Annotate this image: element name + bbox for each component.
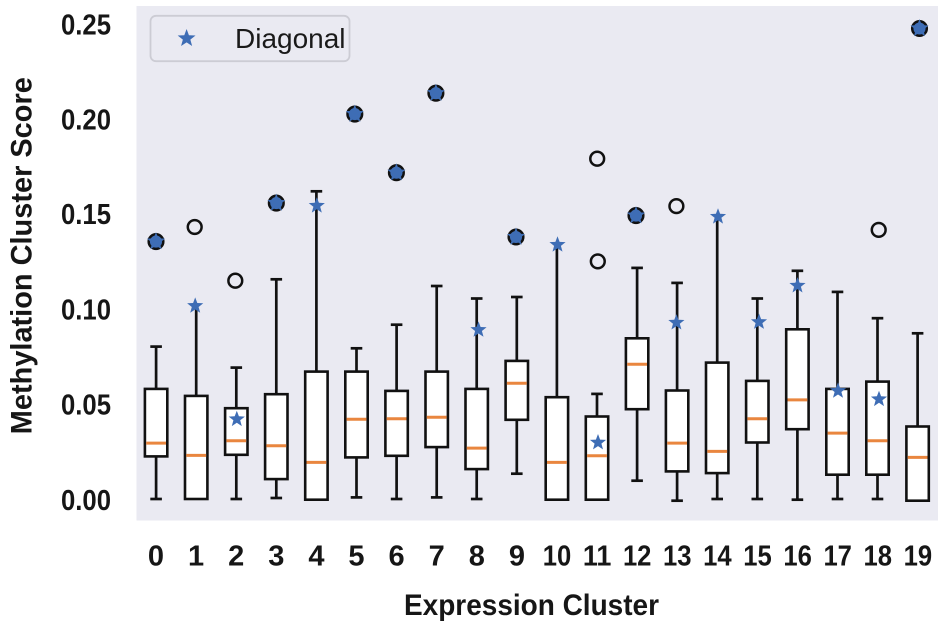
svg-text:17: 17: [823, 540, 852, 572]
svg-text:0.20: 0.20: [61, 104, 111, 136]
svg-text:11: 11: [583, 540, 612, 572]
svg-text:3: 3: [268, 540, 284, 572]
svg-text:Methylation Cluster Score: Methylation Cluster Score: [6, 77, 39, 434]
svg-text:5: 5: [348, 540, 364, 572]
svg-text:16: 16: [783, 540, 812, 572]
svg-text:2: 2: [228, 540, 244, 572]
svg-text:6: 6: [389, 540, 405, 572]
svg-text:18: 18: [864, 540, 893, 572]
svg-text:0.05: 0.05: [61, 390, 111, 422]
svg-text:9: 9: [509, 540, 525, 572]
svg-text:Expression Cluster: Expression Cluster: [404, 589, 659, 622]
svg-text:4: 4: [308, 540, 324, 572]
svg-text:0.00: 0.00: [61, 485, 111, 517]
svg-text:0.10: 0.10: [61, 295, 111, 327]
svg-text:10: 10: [543, 540, 572, 572]
svg-text:15: 15: [743, 540, 772, 572]
svg-text:0.25: 0.25: [61, 10, 111, 42]
svg-text:19: 19: [904, 540, 933, 572]
svg-text:14: 14: [703, 540, 732, 572]
svg-text:0.15: 0.15: [61, 199, 111, 231]
svg-text:13: 13: [663, 540, 692, 572]
svg-text:Diagonal: Diagonal: [235, 23, 346, 54]
svg-text:0: 0: [148, 540, 164, 572]
svg-text:12: 12: [623, 540, 652, 572]
svg-text:8: 8: [469, 540, 485, 572]
svg-text:7: 7: [429, 540, 445, 572]
svg-text:1: 1: [188, 540, 204, 572]
